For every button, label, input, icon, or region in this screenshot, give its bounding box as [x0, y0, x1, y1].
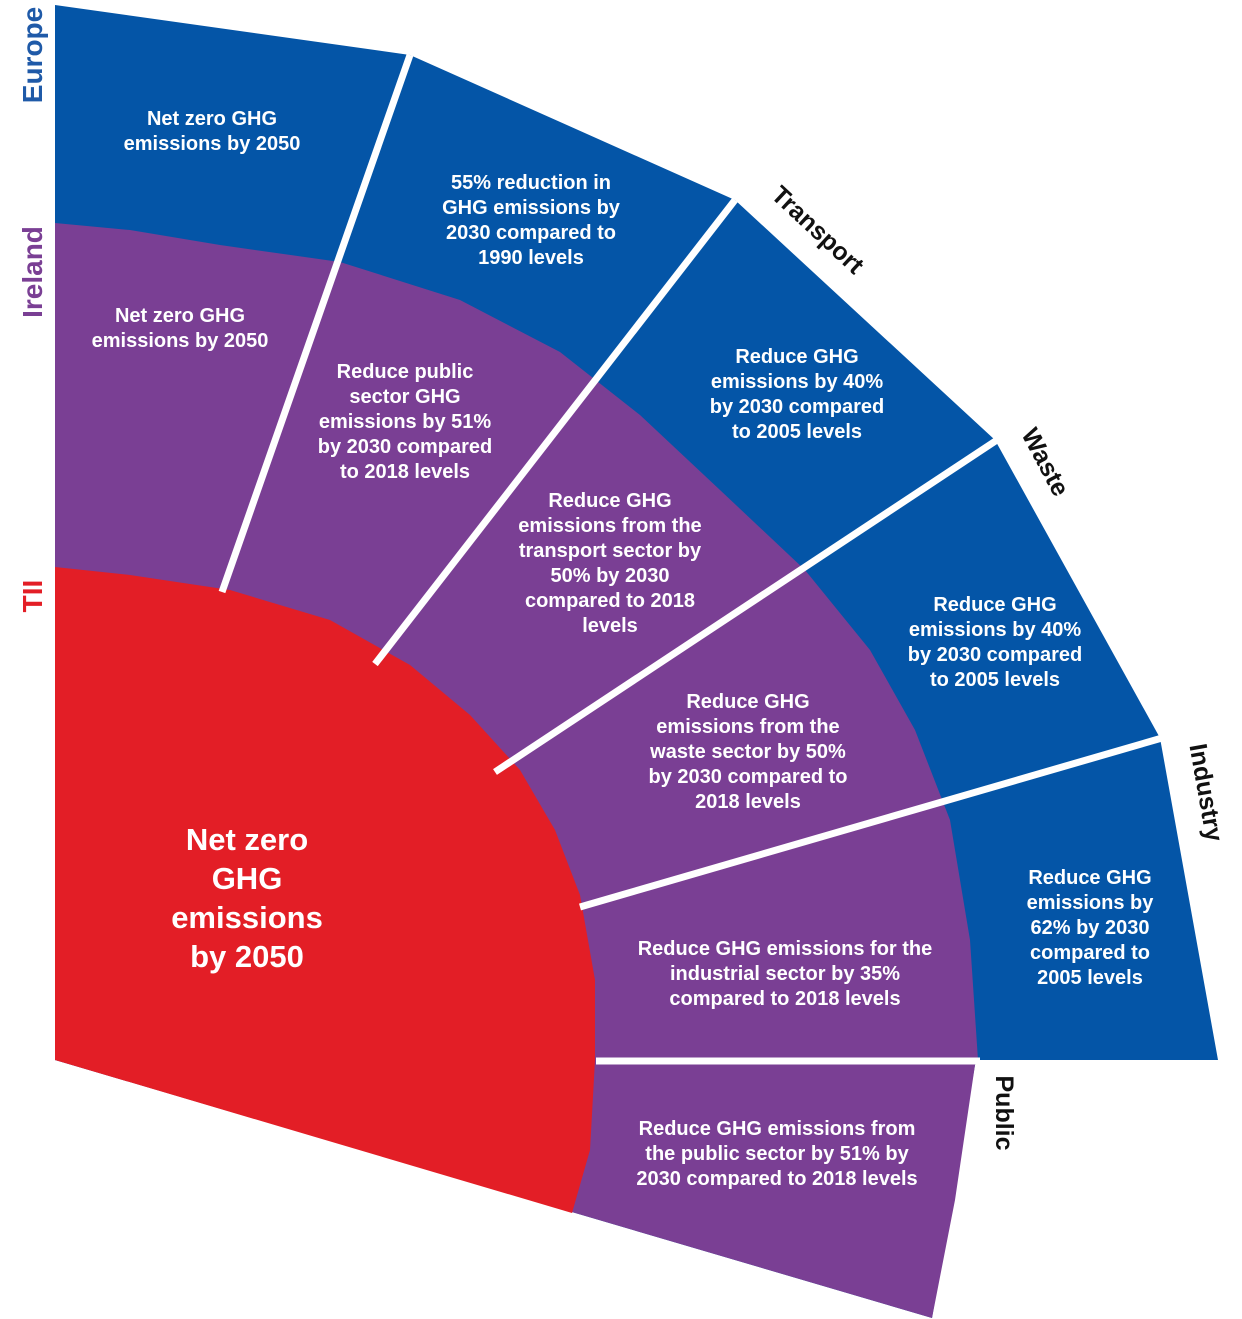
- text-line: by 2050: [190, 939, 304, 974]
- text-line: Reduce GHG emissions for the: [638, 938, 933, 960]
- dividers: [218, 53, 1163, 1065]
- text-line: Net zero GHG: [115, 305, 245, 327]
- divider-europe-split: [218, 53, 414, 594]
- text-line: Reduce public: [337, 361, 474, 383]
- text-line: waste sector by 50%: [649, 741, 846, 763]
- ireland-transport-text: Reduce GHG emissions from the transport se…: [518, 490, 702, 637]
- text-line: compared to: [1030, 942, 1150, 964]
- text-line: to 2018 levels: [340, 461, 470, 483]
- tii-target-text: Net zero GHG emissions by 2050: [171, 822, 323, 974]
- text-line: emissions from the: [518, 515, 701, 537]
- europe-waste-text: Reduce GHG emissions by 40% by 2030 compar…: [908, 594, 1083, 691]
- text-line: by 2030 compared: [908, 644, 1083, 666]
- ireland-waste-text: Reduce GHG emissions from the waste sector…: [649, 691, 848, 813]
- text-line: 62% by 2030: [1031, 917, 1150, 939]
- text-line: 2030 compared to: [446, 222, 616, 244]
- text-line: 55% reduction in: [451, 172, 611, 194]
- text-line: compared to 2018: [525, 590, 695, 612]
- text-line: compared to 2018 levels: [669, 988, 900, 1010]
- text-line: emissions: [171, 900, 323, 935]
- text-line: industrial sector by 35%: [670, 963, 900, 985]
- text-line: emissions by 2050: [92, 330, 269, 352]
- text-line: Reduce GHG: [686, 691, 809, 713]
- text-line: 2030 compared to 2018 levels: [636, 1168, 917, 1190]
- text-line: 2018 levels: [695, 791, 801, 813]
- divider-transport: [372, 197, 738, 667]
- text-line: Reduce GHG emissions from: [639, 1118, 916, 1140]
- text-line: levels: [582, 615, 638, 637]
- level-label-europe: Europe: [17, 7, 48, 103]
- text-line: emissions from the: [656, 716, 839, 738]
- text-line: 1990 levels: [478, 247, 584, 269]
- divider-waste: [493, 437, 999, 775]
- text-line: transport sector by: [519, 540, 702, 562]
- ireland-public-sector-text: Reduce public sector GHG emissions by 51% b…: [318, 361, 493, 483]
- europe-industry-text: Reduce GHG emissions by 62% by 2030 compare…: [1027, 867, 1155, 989]
- text-line: emissions by 40%: [909, 619, 1082, 641]
- text-line: the public sector by 51% by: [645, 1143, 909, 1165]
- text-line: by 2030 compared to: [649, 766, 848, 788]
- ireland-public-text: Reduce GHG emissions from the public sect…: [636, 1118, 917, 1190]
- text-line: emissions by: [1027, 892, 1155, 914]
- text-line: to 2005 levels: [732, 421, 862, 443]
- text-line: to 2005 levels: [930, 669, 1060, 691]
- text-line: emissions by 2050: [124, 133, 301, 155]
- text-line: Reduce GHG: [735, 346, 858, 368]
- text-line: Reduce GHG: [933, 594, 1056, 616]
- tii-core: [55, 567, 595, 1213]
- ireland-industry-text: Reduce GHG emissions for the industrial s…: [638, 938, 933, 1010]
- text-line: emissions by 40%: [711, 371, 884, 393]
- europe-2030-reduction-text: 55% reduction in GHG emissions by 2030 com…: [442, 172, 621, 269]
- level-label-ireland: Ireland: [17, 226, 48, 318]
- text-line: by 2030 compared: [318, 436, 493, 458]
- text-line: sector GHG: [349, 386, 460, 408]
- text-line: GHG emissions by: [442, 197, 621, 219]
- text-line: Net zero: [186, 822, 308, 857]
- text-line: 2005 levels: [1037, 967, 1143, 989]
- sector-label-public: Public: [990, 1075, 1018, 1150]
- europe-transport-text: Reduce GHG emissions by 40% by 2030 compar…: [710, 346, 885, 443]
- text-line: by 2030 compared: [710, 396, 885, 418]
- level-label-tii: TII: [17, 580, 48, 613]
- sector-label-waste: Waste: [1016, 424, 1075, 501]
- text-line: Reduce GHG: [1028, 867, 1151, 889]
- sector-label-industry: Industry: [1184, 742, 1229, 844]
- text-line: Reduce GHG: [548, 490, 671, 512]
- text-line: emissions by 51%: [319, 411, 492, 433]
- divider-industry: [579, 734, 1163, 911]
- ireland-net-zero-text: Net zero GHG emissions by 2050: [92, 305, 269, 352]
- europe-net-zero-text: Net zero GHG emissions by 2050: [124, 108, 301, 155]
- text-line: 50% by 2030: [551, 565, 670, 587]
- text-line: Net zero GHG: [147, 108, 277, 130]
- text-line: GHG: [212, 861, 283, 896]
